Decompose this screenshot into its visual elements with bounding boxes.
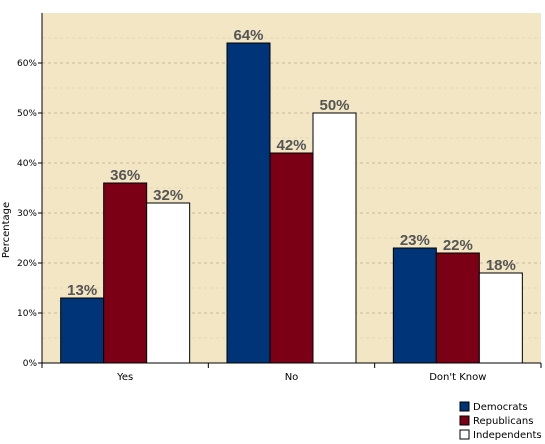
data-label: 32%	[153, 187, 183, 204]
x-category-label: No	[285, 372, 299, 383]
legend-label: Independents	[473, 430, 542, 441]
data-label: 23%	[400, 232, 430, 249]
legend-swatch-independents	[459, 429, 470, 440]
bar-republicans	[269, 152, 314, 364]
x-category-label: Don't Know	[429, 372, 486, 383]
legend-label: Democrats	[473, 402, 528, 413]
data-label: 36%	[110, 167, 140, 184]
bar-democrats	[60, 297, 105, 364]
legend-swatch-republicans	[459, 415, 470, 426]
legend-label: Republicans	[473, 416, 533, 427]
x-category-label: Yes	[116, 372, 133, 383]
y-tick-label: 60%	[17, 59, 37, 69]
y-tick-label: 40%	[17, 159, 37, 169]
bar-democrats	[226, 42, 271, 364]
legend-swatch-democrats	[459, 401, 470, 412]
data-label: 64%	[233, 27, 263, 44]
legend: Democrats Republicans Independents	[459, 401, 542, 441]
x-axis-categories: Yes No Don't Know	[41, 363, 542, 383]
data-label: 18%	[486, 257, 516, 274]
bar-republicans	[435, 252, 480, 364]
y-tick-label: 20%	[17, 259, 37, 269]
bar-democrats	[392, 247, 437, 364]
y-tick-label: 0%	[23, 359, 38, 369]
data-labels: 13% 36% 32% 64% 42% 50% 23% 22% 18%	[67, 27, 516, 299]
data-label: 42%	[276, 137, 306, 154]
y-axis-title: Percentage	[1, 202, 12, 258]
data-label: 22%	[443, 237, 473, 254]
bar-independents	[312, 112, 357, 364]
y-tick-label: 30%	[17, 209, 37, 219]
bar-independents	[146, 202, 191, 364]
data-label: 50%	[319, 97, 349, 114]
bar-independents	[478, 272, 523, 364]
bar-republicans	[103, 182, 148, 364]
y-tick-label: 50%	[17, 109, 37, 119]
y-axis-ticks: 0% 10% 20% 30% 40% 50% 60%	[17, 59, 42, 369]
y-tick-label: 10%	[17, 309, 37, 319]
data-label: 13%	[67, 282, 97, 299]
